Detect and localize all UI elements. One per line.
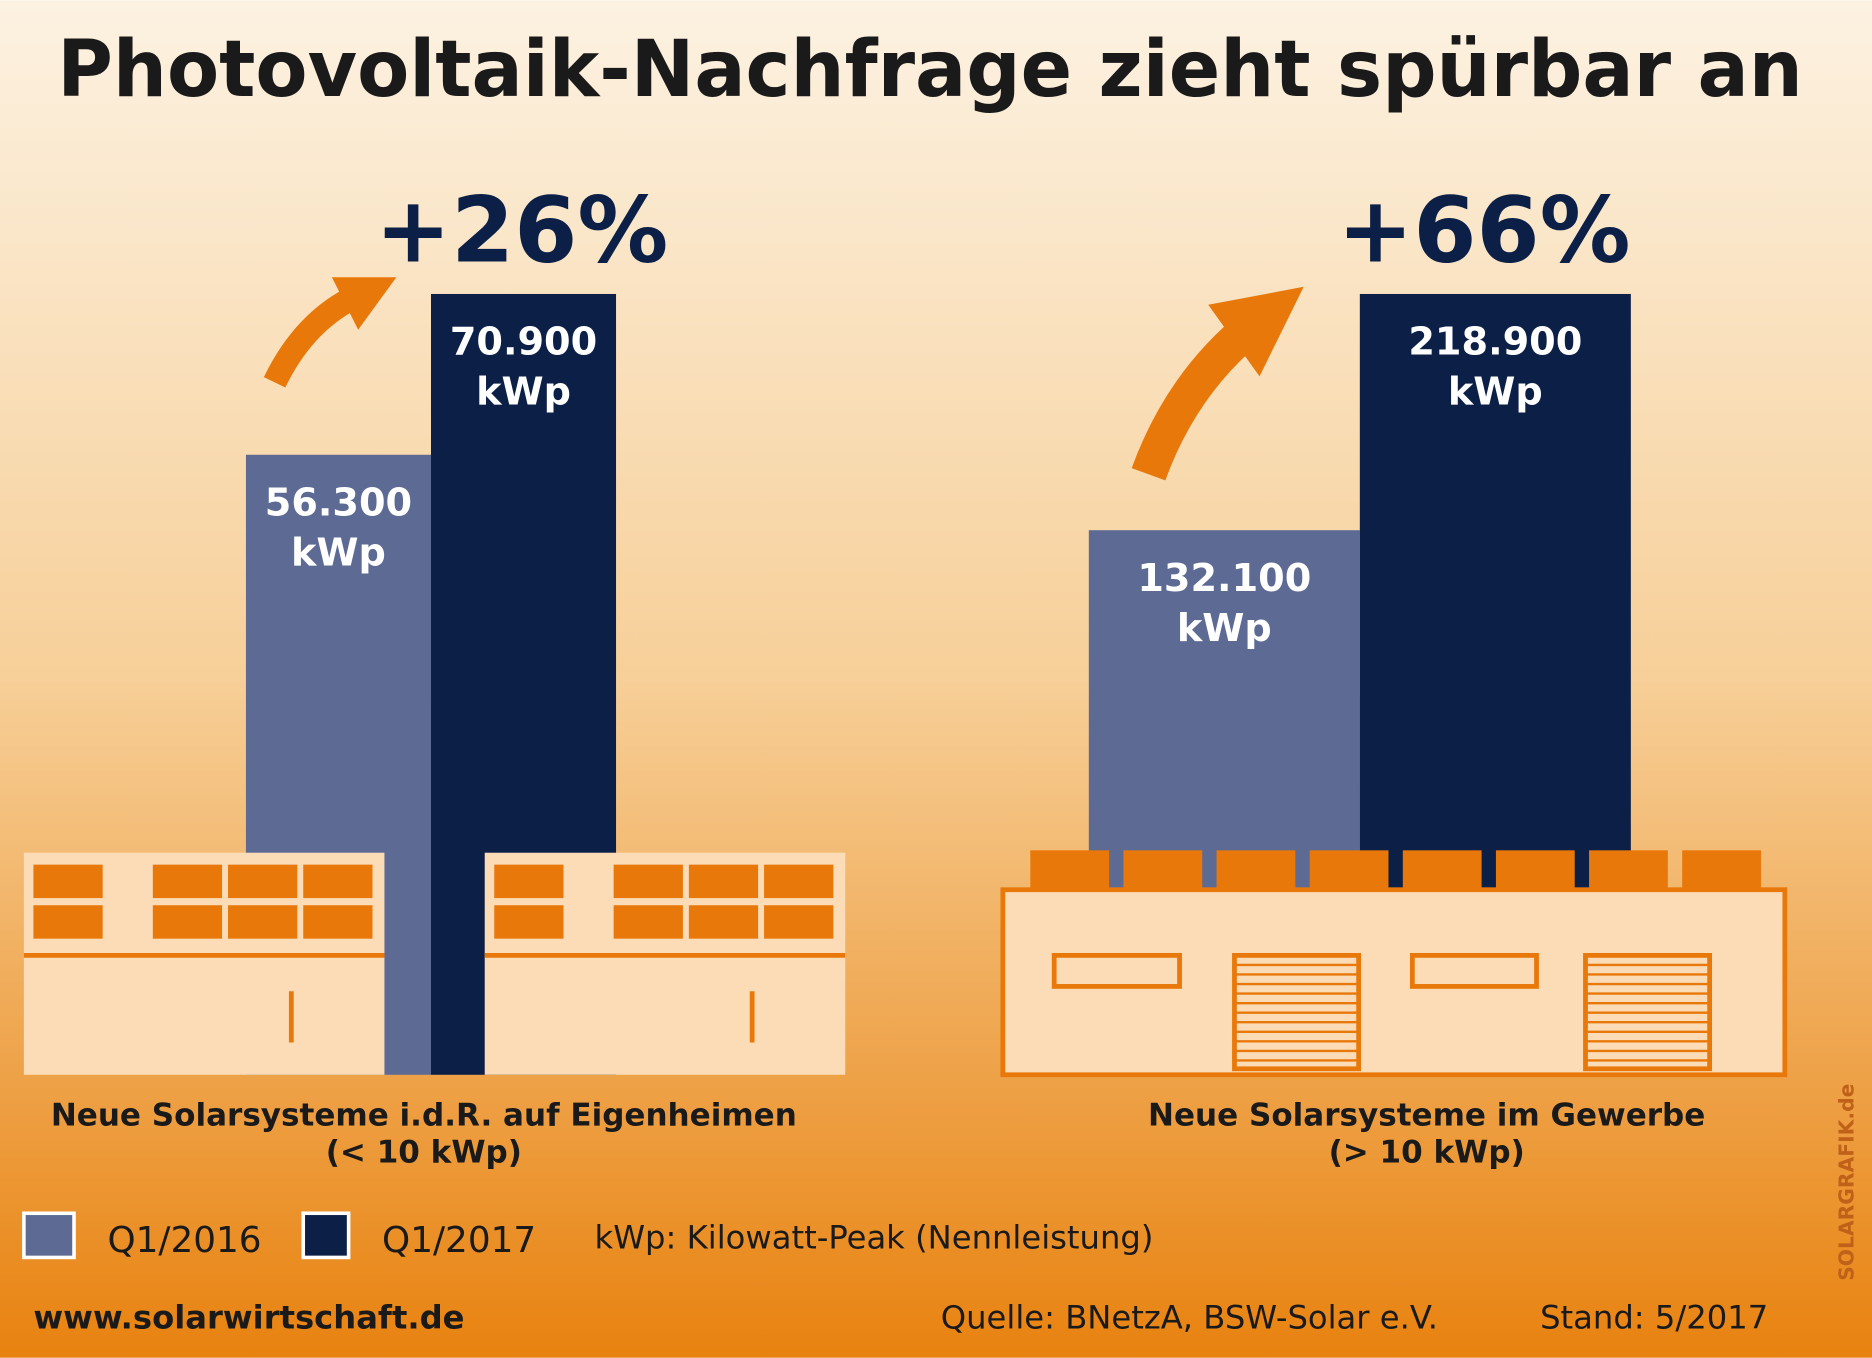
group-title: Neue Solarsysteme i.d.R. auf Eigenheimen — [51, 1098, 797, 1134]
legend-label: Q1/2016 — [107, 1220, 261, 1261]
value-unit: kWp — [1177, 607, 1272, 651]
change-annotation: +26% — [375, 179, 668, 284]
bar — [1088, 530, 1360, 890]
bar — [1359, 293, 1631, 890]
value-unit: kWp — [1448, 371, 1543, 415]
value-label: 56.300 — [265, 481, 412, 525]
value-label: 218.900 — [1408, 321, 1582, 365]
change-annotation: +66% — [1337, 179, 1630, 284]
growth-arrows — [263, 277, 1304, 481]
group-subtitle: (< 10 kWp) — [326, 1135, 522, 1171]
value-label: 132.100 — [1137, 557, 1311, 601]
title: Photovoltaik-Nachfrage zieht spürbar an — [57, 23, 1802, 115]
group-subtitle: (> 10 kWp) — [1329, 1135, 1525, 1171]
group-title: Neue Solarsysteme im Gewerbe — [1148, 1098, 1705, 1134]
legend-note: kWp: Kilowatt-Peak (Nennleistung) — [595, 1219, 1154, 1257]
value-unit: kWp — [476, 371, 571, 415]
legend-swatch — [22, 1211, 76, 1260]
bars — [245, 293, 1631, 1075]
factory-illustration — [1000, 850, 1788, 1078]
date: Stand: 5/2017 — [1540, 1299, 1768, 1337]
value-label: 70.900 — [450, 321, 597, 365]
source: Quelle: BNetzA, BSW-Solar e.V. — [941, 1299, 1438, 1337]
credit: SOLARGRAFIK.de — [1835, 1084, 1859, 1281]
value-unit: kWp — [291, 532, 386, 576]
website: www.solarwirtschaft.de — [33, 1299, 464, 1337]
legend-swatch — [301, 1211, 351, 1260]
legend-label: Q1/2017 — [382, 1220, 536, 1261]
